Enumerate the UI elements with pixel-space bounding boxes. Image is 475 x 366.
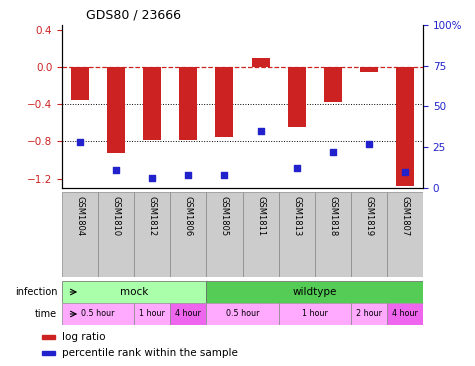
Bar <box>279 303 351 325</box>
Point <box>329 149 337 155</box>
Point <box>185 172 192 178</box>
Text: GSM1819: GSM1819 <box>364 196 373 236</box>
Bar <box>351 192 387 277</box>
Bar <box>62 303 134 325</box>
Point <box>401 169 409 175</box>
Bar <box>42 351 55 355</box>
Bar <box>143 67 162 139</box>
Text: GSM1806: GSM1806 <box>184 196 193 236</box>
Text: 0.5 hour: 0.5 hour <box>81 310 115 318</box>
Point <box>257 128 265 134</box>
Text: 4 hour: 4 hour <box>392 310 418 318</box>
Point <box>293 165 301 171</box>
Bar <box>134 303 171 325</box>
Text: 4 hour: 4 hour <box>175 310 201 318</box>
Point <box>76 139 84 145</box>
Bar <box>252 57 270 67</box>
Text: 1 hour: 1 hour <box>139 310 165 318</box>
Bar <box>98 192 134 277</box>
Text: 2 hour: 2 hour <box>356 310 382 318</box>
Text: infection: infection <box>15 287 57 297</box>
Bar <box>351 303 387 325</box>
Point <box>365 141 373 147</box>
Bar <box>171 303 207 325</box>
Text: GSM1811: GSM1811 <box>256 196 265 236</box>
Bar <box>107 67 125 153</box>
Text: mock: mock <box>120 287 148 297</box>
Text: GSM1818: GSM1818 <box>328 196 337 236</box>
Text: GSM1813: GSM1813 <box>292 196 301 236</box>
Text: 1 hour: 1 hour <box>302 310 328 318</box>
Text: GSM1812: GSM1812 <box>148 196 157 236</box>
Bar <box>315 192 351 277</box>
Bar <box>279 192 315 277</box>
Text: percentile rank within the sample: percentile rank within the sample <box>62 348 238 358</box>
Bar <box>207 192 243 277</box>
Bar <box>180 67 198 139</box>
Point <box>149 175 156 181</box>
Bar <box>216 67 234 137</box>
Bar <box>387 303 423 325</box>
Point <box>113 167 120 173</box>
Text: log ratio: log ratio <box>62 332 105 342</box>
Bar <box>71 67 89 100</box>
Text: 0.5 hour: 0.5 hour <box>226 310 259 318</box>
Text: GDS80 / 23666: GDS80 / 23666 <box>86 8 181 21</box>
Text: GSM1805: GSM1805 <box>220 196 229 236</box>
Bar <box>360 67 378 72</box>
Bar <box>324 67 342 102</box>
Bar <box>62 192 98 277</box>
Bar <box>62 281 207 303</box>
Text: time: time <box>35 309 57 319</box>
Bar <box>243 192 279 277</box>
Bar <box>387 192 423 277</box>
Text: GSM1804: GSM1804 <box>76 196 85 236</box>
Text: GSM1810: GSM1810 <box>112 196 121 236</box>
Bar <box>207 303 279 325</box>
Bar <box>134 192 171 277</box>
Bar <box>171 192 207 277</box>
Text: GSM1807: GSM1807 <box>400 196 409 236</box>
Bar <box>207 281 423 303</box>
Bar <box>288 67 306 127</box>
Text: wildtype: wildtype <box>293 287 337 297</box>
Bar <box>42 335 55 339</box>
Point <box>221 172 228 178</box>
Bar <box>396 67 414 186</box>
